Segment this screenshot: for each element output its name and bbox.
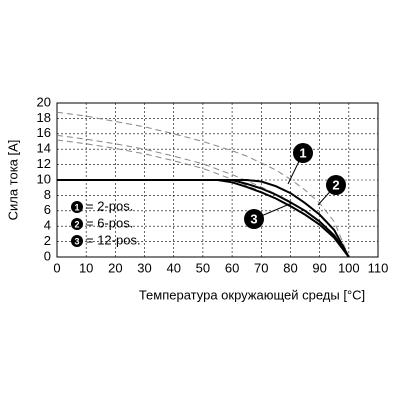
legend-badge: [71, 201, 83, 213]
legend-number: 1: [74, 202, 79, 212]
callout-badge: [326, 175, 346, 195]
x-tick-label: 80: [283, 260, 297, 275]
y-tick-label: 16: [37, 125, 51, 140]
y-tick-label: 4: [44, 218, 51, 233]
legend-number: 3: [74, 236, 79, 246]
dashed-curve: [56, 139, 350, 258]
derating-curve: [57, 179, 350, 258]
x-tick-label: 60: [225, 260, 239, 275]
x-tick-label: 20: [108, 260, 122, 275]
x-tick-label: 10: [79, 260, 93, 275]
y-tick-label: 14: [37, 141, 51, 156]
x-tick-label: 110: [368, 260, 389, 275]
y-tick-label: 10: [37, 171, 51, 186]
y-tick-label: 8: [44, 187, 51, 202]
y-tick-label: 12: [37, 156, 51, 171]
y-tick-label: 20: [37, 94, 51, 109]
legend-label: = 2-pos.: [86, 198, 133, 213]
legend-badge: [71, 235, 83, 247]
legend-label: = 12-pos.: [86, 232, 141, 247]
legend-badge: [71, 218, 83, 230]
legend-number: 2: [74, 219, 79, 229]
x-axis-label: Температура окружающей среды [°C]: [139, 287, 365, 302]
y-tick-label: 6: [44, 202, 51, 217]
callout-badge: [244, 209, 264, 229]
callout-badge: [293, 143, 313, 163]
x-tick-label: 30: [137, 260, 151, 275]
legend-label: = 6-pos.: [86, 215, 133, 230]
x-tick-label: 90: [312, 260, 326, 275]
x-tick-label: 70: [254, 260, 268, 275]
x-tick-label: 100: [338, 260, 360, 275]
y-tick-label: 18: [37, 110, 51, 125]
callout-number: 3: [250, 211, 257, 226]
callout-number: 2: [332, 177, 339, 192]
y-axis-label: Сила тока [A]: [5, 140, 20, 221]
y-tick-label: 2: [44, 233, 51, 248]
x-tick-label: 0: [53, 260, 60, 275]
callout-number: 1: [299, 145, 306, 160]
x-tick-label: 40: [166, 260, 180, 275]
x-tick-label: 50: [196, 260, 210, 275]
y-tick-label: 0: [44, 248, 51, 263]
dashed-curve: [56, 111, 350, 258]
